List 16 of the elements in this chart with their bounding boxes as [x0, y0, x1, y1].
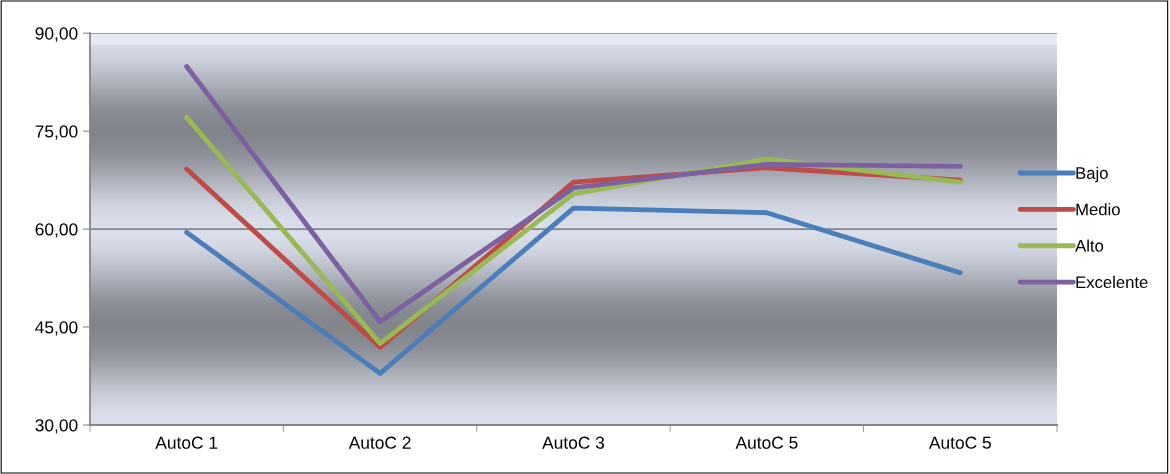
- x-tick-label: AutoC 2: [348, 436, 411, 449]
- x-tick-label: AutoC 3: [542, 436, 605, 449]
- legend-label: Excelente: [1076, 275, 1148, 289]
- y-tick-label: 75,00: [35, 125, 78, 140]
- x-tick-label: AutoC 5: [928, 436, 991, 449]
- y-tick-label: 45,00: [35, 321, 78, 336]
- legend-label: Alto: [1075, 239, 1104, 252]
- legend-label: Bajo: [1076, 166, 1108, 183]
- y-tick-label: 30,00: [35, 419, 78, 434]
- legend-label: Medio: [1076, 203, 1120, 216]
- y-tick-label: 90,00: [35, 27, 78, 42]
- line-series: [184, 64, 963, 325]
- x-tick-label: AutoC 1: [155, 436, 218, 449]
- x-tick-label: AutoC 5: [735, 436, 798, 449]
- y-tick-label: 60,00: [35, 223, 78, 238]
- line-series: [184, 205, 963, 376]
